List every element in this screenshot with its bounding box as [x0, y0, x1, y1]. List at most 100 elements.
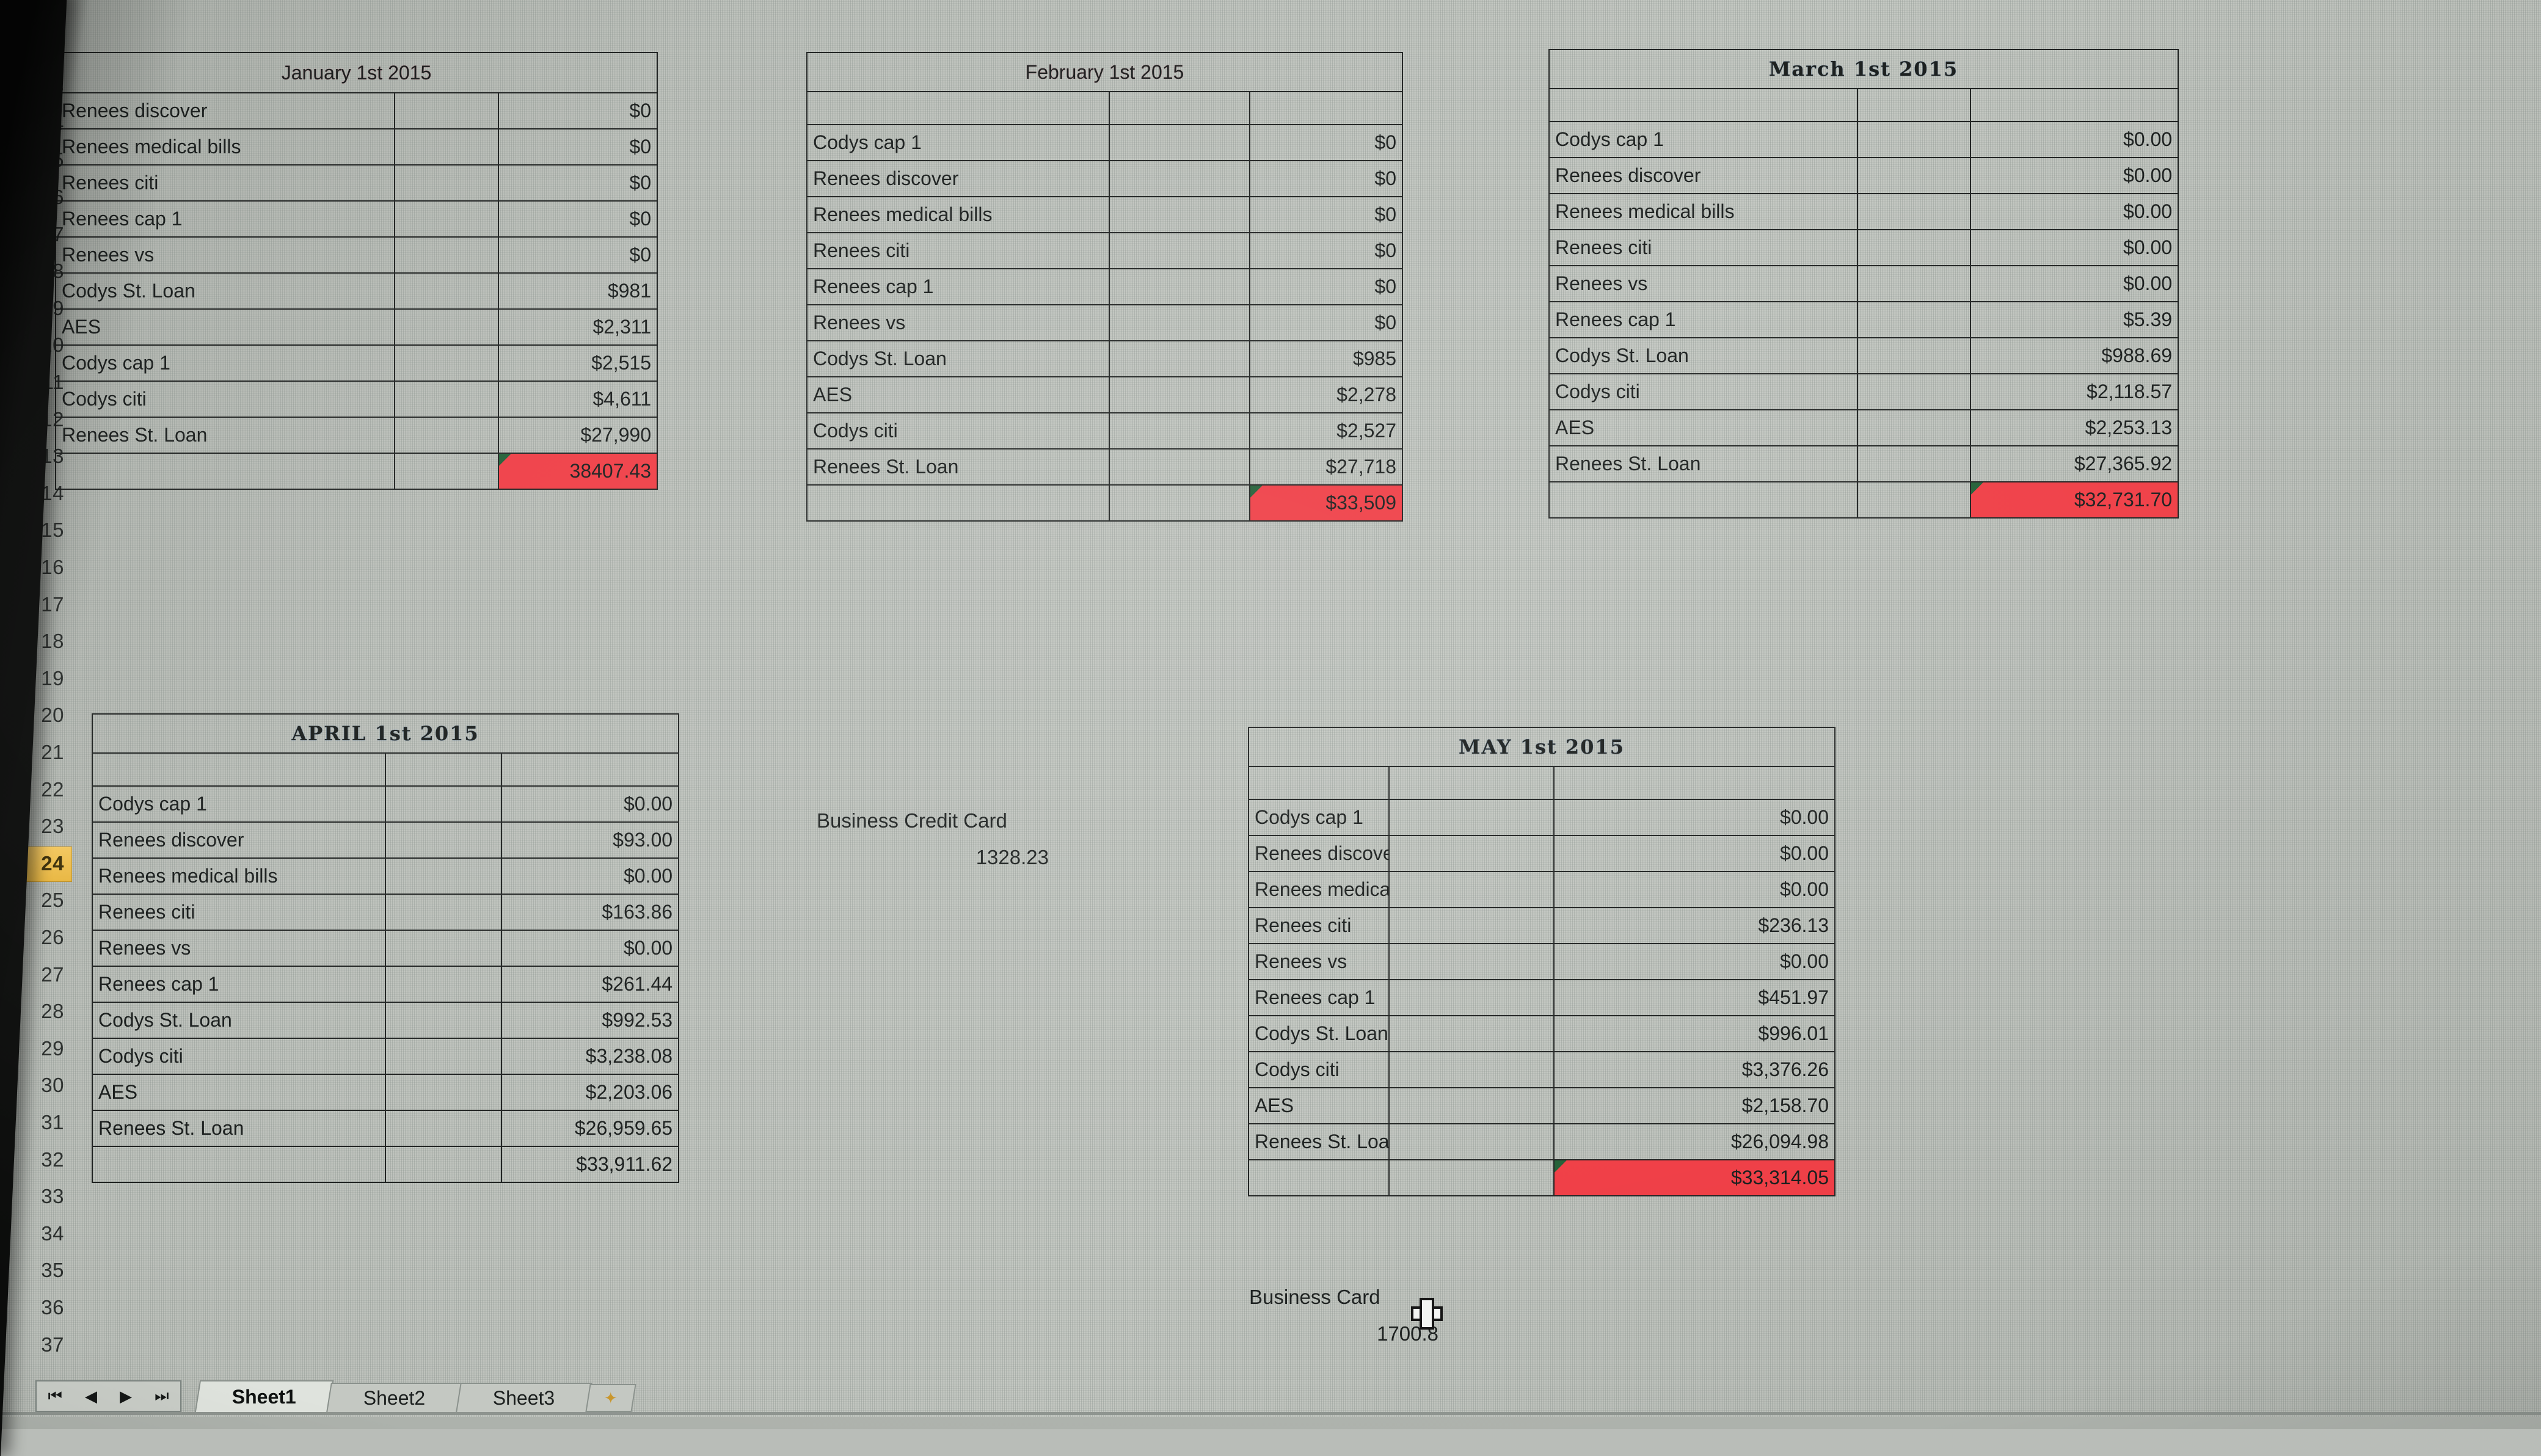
account-amount[interactable]: $2,118.57	[1969, 373, 2179, 410]
account-amount[interactable]: $93.00	[500, 821, 680, 859]
empty-cell[interactable]	[1857, 193, 1971, 230]
empty-cell[interactable]	[1248, 1159, 1390, 1196]
empty-cell[interactable]	[385, 857, 502, 895]
account-label[interactable]: Renees citi	[55, 164, 395, 202]
account-amount[interactable]: $236.13	[1553, 907, 1836, 944]
account-label[interactable]: Codys cap 1	[55, 344, 395, 382]
sheet-nav-buttons[interactable]: ⏮ ◀ ▶ ⏭	[35, 1380, 181, 1412]
table-row[interactable]: Codys citi $3,238.08	[92, 1038, 680, 1075]
empty-cell[interactable]	[1857, 157, 1971, 194]
account-label[interactable]: AES	[1248, 1087, 1390, 1124]
empty-cell[interactable]	[385, 1002, 502, 1039]
empty-cell[interactable]	[92, 1146, 386, 1183]
account-amount[interactable]: $0	[1249, 268, 1403, 305]
table-row[interactable]: Renees vs $0.00	[92, 930, 680, 967]
table-row[interactable]: Codys cap 1 $0.00	[1248, 799, 1836, 836]
empty-cell[interactable]	[1109, 160, 1250, 197]
empty-cell[interactable]	[1109, 232, 1250, 269]
account-label[interactable]: Codys citi	[55, 380, 395, 418]
empty-cell[interactable]	[1109, 484, 1250, 522]
account-label[interactable]: Renees St. Loan	[55, 417, 395, 454]
account-amount[interactable]: $26,094.98	[1553, 1123, 1836, 1160]
table-row[interactable]: Codys cap 1 $0.00	[1548, 121, 2179, 158]
empty-cell[interactable]	[92, 752, 386, 787]
account-amount[interactable]: $0	[1249, 232, 1403, 269]
account-label[interactable]: Renees citi	[1548, 229, 1858, 266]
table-april-total-row[interactable]: $33,911.62	[92, 1146, 680, 1183]
account-label[interactable]: Renees cap 1	[1248, 979, 1390, 1016]
empty-cell[interactable]	[385, 966, 502, 1003]
table-row[interactable]: Renees vs $0	[55, 236, 658, 274]
empty-cell[interactable]	[1109, 340, 1250, 377]
account-label[interactable]: Codys citi	[806, 412, 1110, 450]
account-label[interactable]: Renees citi	[92, 894, 386, 931]
account-amount[interactable]: $27,365.92	[1969, 445, 2179, 482]
empty-cell[interactable]	[1553, 766, 1836, 800]
empty-cell[interactable]	[1388, 1087, 1555, 1124]
empty-cell[interactable]	[1857, 481, 1971, 519]
table-april[interactable]: APRIL 1st 2015 Codys cap 1 $0.00 Renees dis…	[91, 713, 680, 1183]
table-row[interactable]: Codys St. Loan $981	[55, 272, 658, 310]
table-row[interactable]: Renees citi $0.00	[1548, 229, 2179, 266]
empty-cell[interactable]	[394, 92, 499, 129]
table-row[interactable]: Renees vs $0.00	[1248, 943, 1836, 980]
account-label[interactable]: Renees vs	[92, 930, 386, 967]
table-row[interactable]: AES $2,253.13	[1548, 409, 2179, 446]
empty-cell[interactable]	[1857, 229, 1971, 266]
account-label[interactable]: Codys cap 1	[1548, 121, 1858, 158]
empty-cell[interactable]	[394, 344, 499, 382]
table-row[interactable]: Renees cap 1 $261.44	[92, 966, 680, 1003]
table-row[interactable]: Renees St. Loan $26,959.65	[92, 1110, 680, 1147]
account-amount[interactable]: $2,278	[1249, 376, 1403, 413]
empty-cell[interactable]	[1969, 88, 2179, 122]
empty-cell[interactable]	[1109, 268, 1250, 305]
account-label[interactable]: Renees vs	[806, 304, 1110, 341]
table-row[interactable]: Renees citi $236.13	[1248, 907, 1836, 944]
table-row[interactable]: Renees vs $0.00	[1548, 265, 2179, 302]
next-sheet-icon[interactable]: ▶	[120, 1386, 133, 1405]
table-row[interactable]: Renees cap 1 $0	[55, 200, 658, 238]
empty-cell[interactable]	[394, 308, 499, 346]
table-february[interactable]: February 1st 2015 Codys cap 1 $0 Renees dis…	[806, 52, 1403, 522]
account-label[interactable]: Renees vs	[55, 236, 395, 274]
prev-sheet-icon[interactable]: ◀	[84, 1386, 97, 1405]
empty-cell[interactable]	[1857, 409, 1971, 446]
account-amount[interactable]: $0	[1249, 196, 1403, 233]
empty-cell[interactable]	[1388, 1123, 1555, 1160]
table-row[interactable]: Renees citi $0	[55, 164, 658, 202]
empty-cell[interactable]	[500, 752, 680, 787]
table-january[interactable]: January 1st 2015 Renees discover $0 Renees …	[55, 52, 658, 490]
table-row[interactable]: Codys St. Loan $985	[806, 340, 1403, 377]
account-amount[interactable]: $2,311	[498, 308, 658, 346]
account-amount[interactable]: $3,238.08	[500, 1038, 680, 1075]
table-row[interactable]: AES $2,203.06	[92, 1074, 680, 1111]
table-row[interactable]: Renees discover $0.00	[1248, 835, 1836, 872]
account-amount[interactable]: $2,515	[498, 344, 658, 382]
empty-cell[interactable]	[385, 1038, 502, 1075]
empty-cell[interactable]	[55, 453, 395, 490]
account-amount[interactable]: $0	[1249, 124, 1403, 161]
table-row[interactable]: Codys citi $3,376.26	[1248, 1051, 1836, 1088]
account-label[interactable]: AES	[806, 376, 1110, 413]
empty-cell[interactable]	[1857, 265, 1971, 302]
empty-cell[interactable]	[385, 785, 502, 823]
table-row[interactable]: Renees medical bills $0.00	[92, 857, 680, 895]
account-label[interactable]: Renees citi	[806, 232, 1110, 269]
row-header-37[interactable]: 37	[41, 1333, 64, 1356]
sheet-tab-sheet1[interactable]: Sheet1	[194, 1380, 334, 1412]
empty-cell[interactable]	[385, 1146, 502, 1183]
table-row[interactable]: Codys St. Loan $992.53	[92, 1002, 680, 1039]
table-row[interactable]: Codys St. Loan $988.69	[1548, 337, 2179, 374]
empty-cell[interactable]	[1388, 871, 1555, 908]
empty-cell[interactable]	[1548, 481, 1858, 519]
table-row[interactable]: AES $2,278	[806, 376, 1403, 413]
total-amount[interactable]: $33,314.05	[1553, 1159, 1836, 1196]
account-label[interactable]: Renees cap 1	[92, 966, 386, 1003]
empty-cell[interactable]	[1388, 766, 1555, 800]
account-amount[interactable]: $992.53	[500, 1002, 680, 1039]
table-may-total-row[interactable]: $33,314.05	[1248, 1159, 1836, 1196]
account-amount[interactable]: $27,718	[1249, 448, 1403, 486]
table-row[interactable]: Renees cap 1 $5.39	[1548, 301, 2179, 338]
empty-cell[interactable]	[1109, 196, 1250, 233]
empty-cell[interactable]	[1109, 376, 1250, 413]
